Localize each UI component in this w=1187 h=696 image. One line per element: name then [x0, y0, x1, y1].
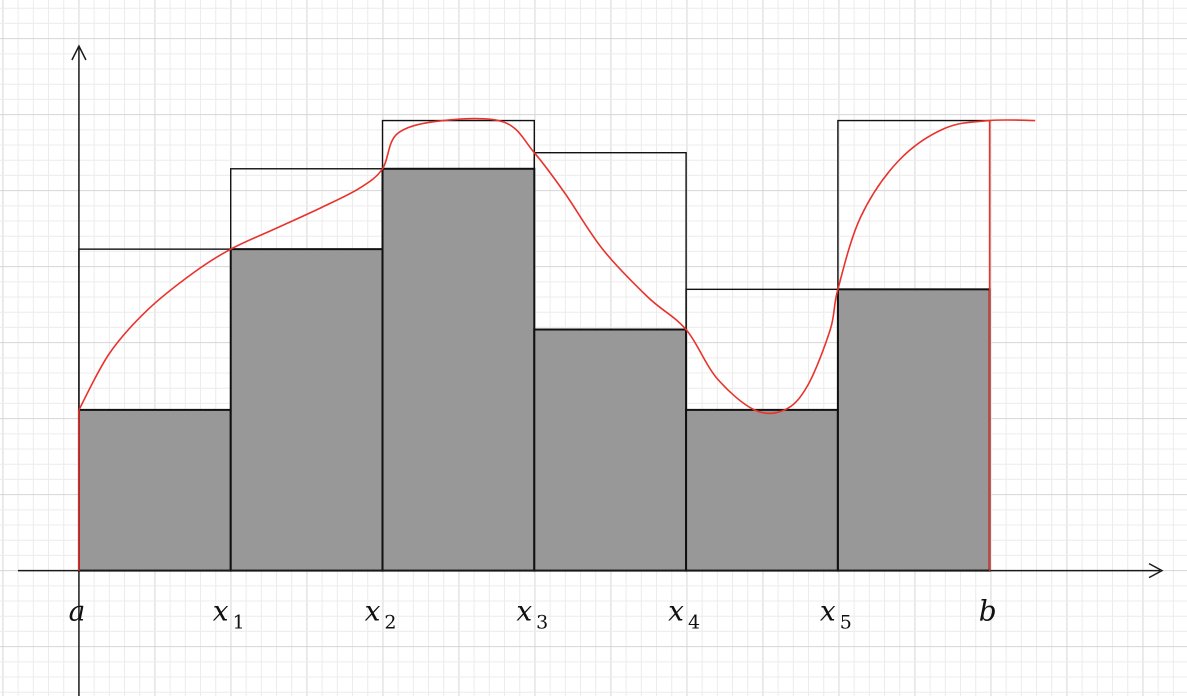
lower-rect: [836, 288, 991, 572]
label-main: x: [213, 595, 229, 628]
label-main: x: [516, 595, 532, 628]
lower-rect: [229, 248, 384, 572]
function-curve: [78, 117, 1036, 415]
label-subscript: 1: [233, 612, 245, 634]
lower-sum-rectangles: [77, 167, 991, 572]
partition-label: b: [979, 595, 997, 628]
lower-rect: [77, 408, 232, 572]
label-main: x: [820, 595, 836, 628]
label-subscript: 3: [536, 612, 548, 634]
lower-rect: [685, 408, 839, 572]
label-subscript: 4: [688, 612, 700, 634]
label-main: x: [668, 595, 684, 628]
coordinate-axes: [18, 44, 1164, 696]
lower-rect: [381, 167, 536, 572]
x-axis-arrow-icon: [1148, 562, 1164, 579]
label-main: b: [979, 595, 997, 628]
label-subscript: 2: [384, 612, 396, 634]
partition-label: a: [69, 595, 86, 628]
interval-boundary-lines: [78, 120, 991, 571]
y-axis-arrow-icon: [71, 44, 87, 61]
label-subscript: 5: [840, 612, 852, 634]
label-main: x: [365, 595, 381, 628]
label-main: a: [69, 595, 86, 628]
lower-rect: [533, 328, 688, 572]
